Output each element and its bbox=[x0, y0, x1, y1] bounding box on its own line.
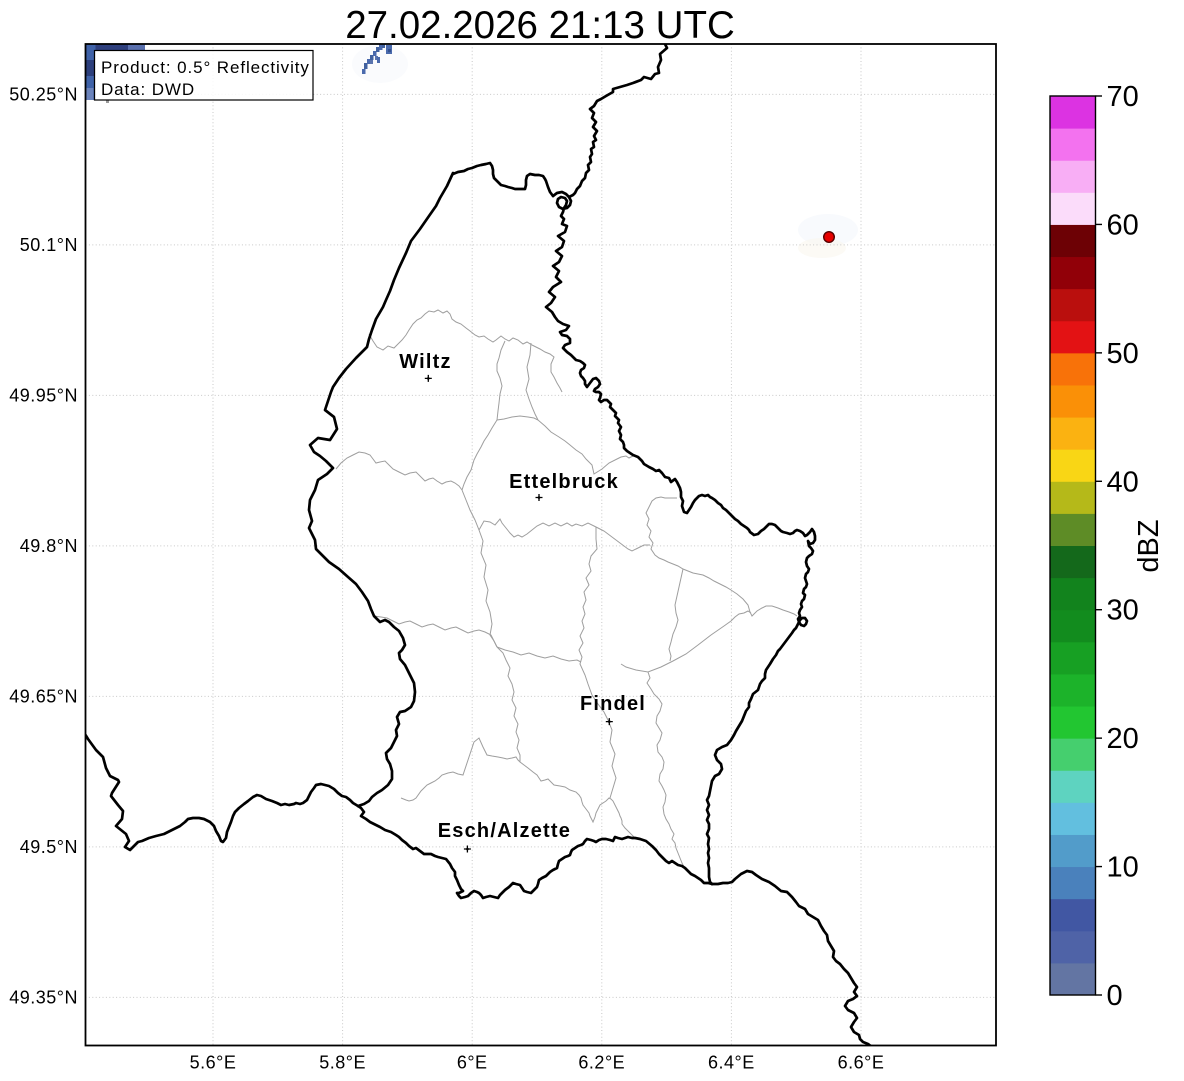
svg-text:Findel: Findel bbox=[580, 693, 646, 715]
svg-text:30: 30 bbox=[1107, 595, 1139, 627]
svg-text:5.8°E: 5.8°E bbox=[319, 1053, 366, 1073]
svg-text:40: 40 bbox=[1107, 466, 1139, 498]
svg-text:49.65°N: 49.65°N bbox=[9, 686, 78, 706]
svg-text:5.6°E: 5.6°E bbox=[190, 1053, 237, 1073]
svg-text:Wiltz: Wiltz bbox=[399, 351, 451, 373]
svg-text:49.8°N: 49.8°N bbox=[20, 536, 78, 556]
svg-text:27.02.2026 21:13 UTC: 27.02.2026 21:13 UTC bbox=[345, 4, 735, 47]
svg-text:6.4°E: 6.4°E bbox=[708, 1053, 755, 1073]
svg-text:49.35°N: 49.35°N bbox=[9, 987, 78, 1007]
svg-text:dBZ: dBZ bbox=[1133, 519, 1165, 572]
svg-text:60: 60 bbox=[1107, 209, 1139, 241]
svg-text:50.25°N: 50.25°N bbox=[9, 84, 78, 104]
svg-text:6.2°E: 6.2°E bbox=[578, 1053, 625, 1073]
svg-text:6.6°E: 6.6°E bbox=[838, 1053, 885, 1073]
svg-text:20: 20 bbox=[1107, 723, 1139, 755]
svg-text:70: 70 bbox=[1107, 81, 1139, 113]
svg-text:10: 10 bbox=[1107, 852, 1139, 884]
svg-text:49.5°N: 49.5°N bbox=[20, 837, 78, 857]
svg-text:50.1°N: 50.1°N bbox=[20, 235, 78, 255]
svg-text:Esch/Alzette: Esch/Alzette bbox=[438, 820, 571, 842]
svg-text:Ettelbruck: Ettelbruck bbox=[509, 471, 619, 493]
svg-text:Data: DWD: Data: DWD bbox=[101, 80, 195, 99]
svg-text:50: 50 bbox=[1107, 338, 1139, 370]
svg-text:0: 0 bbox=[1107, 980, 1123, 1012]
svg-text:Product: 0.5° Reflectivity: Product: 0.5° Reflectivity bbox=[101, 58, 310, 77]
svg-text:6°E: 6°E bbox=[457, 1053, 488, 1073]
svg-text:49.95°N: 49.95°N bbox=[9, 385, 78, 405]
